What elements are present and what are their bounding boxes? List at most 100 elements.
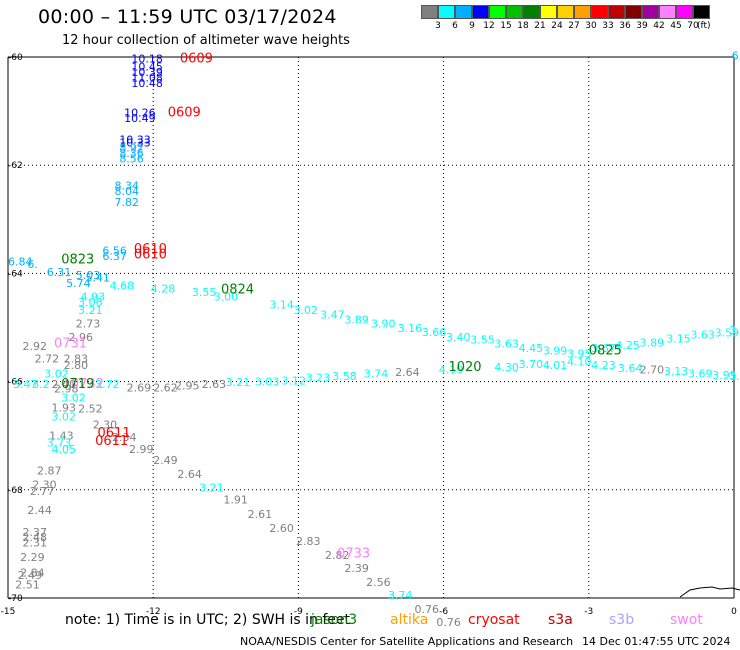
satellite-s3a-label: s3a <box>548 612 573 628</box>
satellite-jason3-label: jason3 <box>311 612 358 628</box>
wave-height-value: 10.26 <box>124 107 156 120</box>
wave-height-value: 8.04 <box>114 185 139 198</box>
legend-swatch <box>591 5 608 19</box>
pass-time-label: 1020 <box>448 360 481 375</box>
coastline <box>679 586 740 598</box>
legend-label: 45 <box>670 21 682 31</box>
wave-height-value: 2.44 <box>27 504 52 517</box>
footer-note: note: 1) Time is in UTC; 2) SWH is in fe… <box>65 612 351 628</box>
legend-unit: (ft) <box>697 21 711 31</box>
wave-height-value: 3.16 <box>398 322 423 335</box>
wave-height-value: 2.48 <box>23 531 48 544</box>
legend-swatch <box>540 5 557 19</box>
wave-height-value: 3.02 <box>52 411 76 424</box>
wave-height-value: 2.51 <box>15 578 40 591</box>
pass-time-label: 0731 <box>54 337 87 352</box>
wave-height-value: 2.34 <box>112 431 137 444</box>
wave-height-value: 1.43 <box>49 429 74 442</box>
wave-height-value: 2.96 <box>69 331 94 344</box>
wave-height-value: 3.95 <box>712 369 737 382</box>
legend-swatch <box>472 5 489 19</box>
wave-height-value: 3.12 <box>281 374 306 387</box>
wave-height-value: 3.2 <box>32 378 50 391</box>
wave-height-value: 10.18 <box>131 52 163 65</box>
wave-height-value: 4.01 <box>543 359 568 372</box>
wave-height-value: 6.31 <box>47 266 72 279</box>
wave-height-value: 3.02 <box>294 304 319 317</box>
wave-height-value: 1.91 <box>223 493 248 506</box>
wave-height-value: 2.99 <box>129 443 154 456</box>
wave-height-value: 2.31 <box>23 537 48 550</box>
generation-timestamp: 14 Dec 01:47:55 UTC 2024 <box>582 635 731 648</box>
wave-height-value: 2.83 <box>296 535 321 548</box>
wave-height-value: 10.33 <box>119 136 151 149</box>
latitude-tick-label: -62 <box>8 161 23 171</box>
wave-height-value: 2.29 <box>20 551 44 564</box>
pass-time-label: 0610 <box>134 242 167 257</box>
wave-height-value: 2.56 <box>366 576 391 589</box>
wave-height-value: 5.03 <box>76 269 101 282</box>
wave-height-value: 2.72 <box>35 353 60 366</box>
satellite-altika-label: altika <box>390 612 429 628</box>
wave-height-value: 2.39 <box>344 562 369 575</box>
pass-time-label: 0610 <box>134 247 167 262</box>
wave-height-value: 2.37 <box>23 526 48 539</box>
wave-height-value: 3.99 <box>543 345 568 358</box>
legend-swatch <box>659 5 676 19</box>
wave-height-value: 2.40 <box>52 378 76 391</box>
wave-height-value: 3.59 <box>715 327 740 340</box>
wave-height-value: 3.55 <box>192 286 217 299</box>
wave-height-value: 6.37 <box>102 250 127 263</box>
legend-label: 33 <box>602 21 614 31</box>
latitude-tick-label: -68 <box>8 486 23 496</box>
latitude-tick-label: -64 <box>8 269 23 279</box>
wave-height-value: 3.58 <box>332 370 357 383</box>
wave-height-value: 3.74 <box>364 367 389 380</box>
legend-swatch <box>455 5 472 19</box>
wave-height-value: 2.64 <box>395 366 420 379</box>
wave-height-value: 8.34 <box>114 180 139 193</box>
wave-height-value: 2.77 <box>30 485 54 498</box>
wave-height-value: 4.25 <box>615 339 640 352</box>
wave-height-value: 6.56 <box>102 244 127 257</box>
wave-height-value: 3.95 <box>567 347 592 360</box>
pass-time-label: 0823 <box>61 253 94 268</box>
wave-height-value: 2.84 <box>20 566 44 579</box>
legend-swatch <box>438 5 455 19</box>
wave-height-value: 6.84 <box>8 255 33 268</box>
wave-height-value: 3.90 <box>371 318 396 331</box>
wave-height-value: 4.45 <box>519 342 544 355</box>
wave-height-value: 4.23 <box>591 359 616 372</box>
wave-height-value: 10.33 <box>119 134 151 147</box>
pass-time-label: 0611 <box>95 434 128 449</box>
wave-height-value: 3.73 <box>47 437 72 450</box>
pass-time-label: 0733 <box>337 546 370 561</box>
wave-height-value: 2.83 <box>64 353 89 366</box>
wave-height-value: 4.28 <box>151 282 176 295</box>
legend-swatch <box>642 5 659 19</box>
wave-height-value: 3.23 <box>306 372 331 385</box>
legend-label: 18 <box>517 21 529 31</box>
pass-time-label: 0732 <box>71 377 104 392</box>
map-subtitle: 12 hour collection of altimeter wave hei… <box>62 33 350 48</box>
pass-time-label: 0609 <box>180 51 213 66</box>
wave-height-value: 3.14 <box>269 299 294 312</box>
wave-height-value: 8.92 <box>119 142 144 155</box>
longitude-tick-label: -15 <box>1 607 16 617</box>
legend-label: 6 <box>452 21 458 31</box>
wave-height-value: 10.49 <box>124 112 156 125</box>
pass-time-label: 0611 <box>98 426 131 441</box>
wave-height-value: 2.64 <box>177 468 202 481</box>
map-title: 00:00 – 11:59 UTC 03/17/2024 <box>38 6 337 28</box>
wave-height-value: 3.47 <box>13 378 38 391</box>
wave-height-value: 10.45 <box>131 61 163 74</box>
wave-height-value: 6.2 <box>732 50 740 63</box>
legend-label: 36 <box>619 21 631 31</box>
legend-swatch <box>625 5 642 19</box>
lat-lon-grid <box>7 56 735 599</box>
wave-height-value: 3.06 <box>78 296 103 309</box>
satellite-s3b-label: s3b <box>609 612 635 628</box>
wave-height-value: 3.89 <box>640 336 665 349</box>
